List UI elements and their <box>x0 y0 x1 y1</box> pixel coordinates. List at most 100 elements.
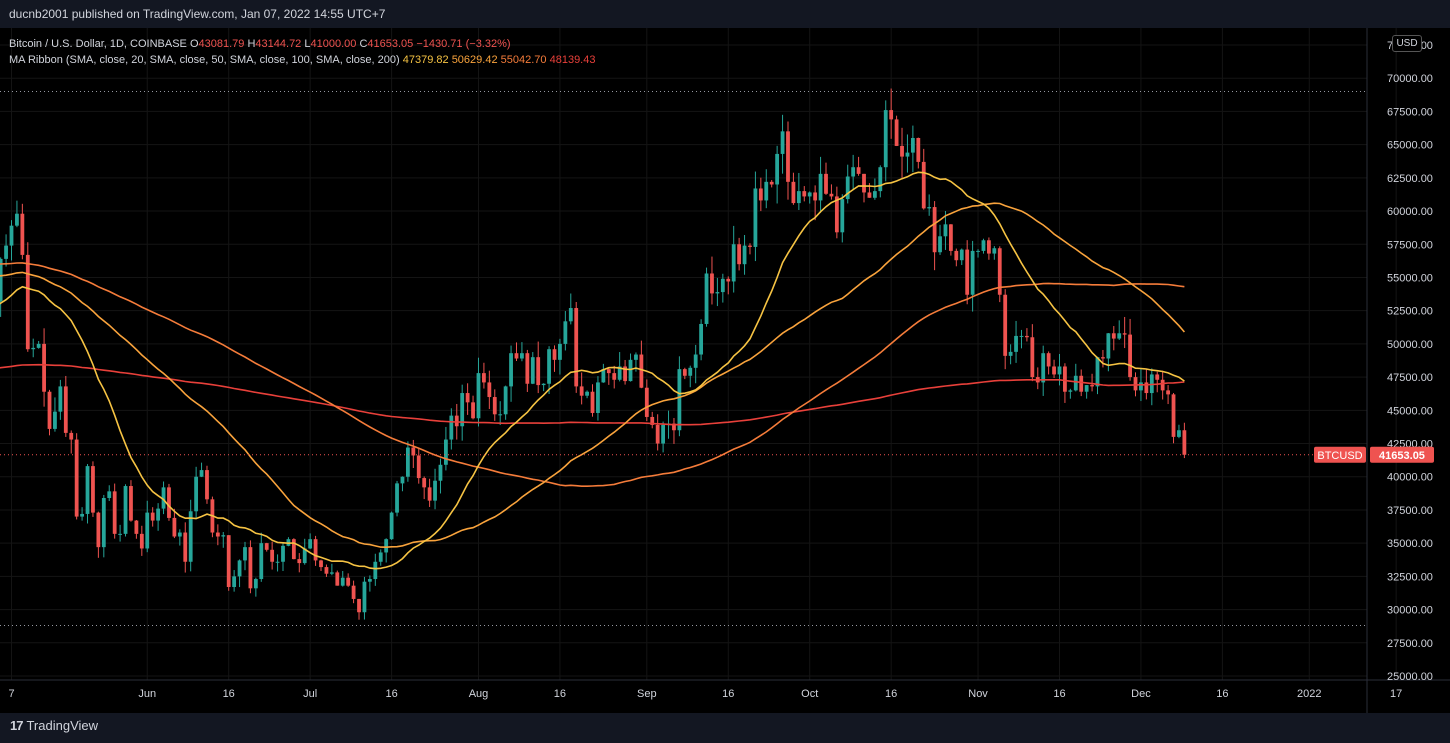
candle-body <box>150 512 155 521</box>
candle-body <box>351 585 356 599</box>
candle-body <box>1128 334 1132 378</box>
candle-body <box>91 466 95 513</box>
candle-body <box>74 439 79 517</box>
time-axis-label: Oct <box>801 688 818 700</box>
candle-body <box>1166 390 1170 395</box>
candle-body <box>601 369 606 383</box>
candle-body <box>63 386 68 433</box>
candle-body <box>1008 351 1013 356</box>
time-axis-label: 2022 <box>1297 688 1321 700</box>
candle-body <box>520 353 524 359</box>
price-tag-value: 41653.05 <box>1379 450 1425 462</box>
candle-body <box>758 188 763 201</box>
candle-body <box>167 487 171 518</box>
time-axis-label: 16 <box>385 688 397 700</box>
candle-body <box>253 579 258 589</box>
candle-body <box>677 369 682 431</box>
price-axis-label: 27500.00 <box>1387 638 1433 650</box>
candle-body <box>395 483 399 513</box>
currency-badge[interactable]: USD <box>1392 35 1422 52</box>
ma200-line <box>0 363 1185 426</box>
candle-body <box>25 254 30 350</box>
candle-body <box>894 119 899 146</box>
candle-body <box>335 572 340 586</box>
chart-legend[interactable]: Bitcoin / U.S. Dollar, 1D, COINBASE O430… <box>9 36 595 68</box>
candle-body <box>15 213 19 226</box>
candle-body <box>585 391 589 396</box>
candle-body <box>476 373 481 419</box>
candle-body <box>1041 353 1046 383</box>
candle-body <box>970 250 975 295</box>
candle-body <box>134 520 139 534</box>
top-bar: ducnb2001 published on TradingView.com, … <box>0 0 1450 28</box>
candle-body <box>731 244 736 282</box>
candle-body <box>199 470 204 477</box>
candle-body <box>541 383 546 386</box>
candle-body <box>259 543 264 580</box>
low-label: L <box>304 38 311 50</box>
candle-body <box>427 487 432 501</box>
candle-body <box>987 240 991 254</box>
candle-body <box>378 552 383 562</box>
candle-body <box>634 354 638 360</box>
candle-body <box>872 191 877 198</box>
price-axis-label: 50000.00 <box>1387 339 1433 351</box>
candle-body <box>867 192 872 198</box>
candle-body <box>172 517 177 537</box>
time-axis-label: 17 <box>1390 688 1402 700</box>
candle-body <box>237 560 242 577</box>
candle-body <box>291 539 296 560</box>
open-value: 43081.79 <box>198 38 245 50</box>
candle-body <box>226 535 231 587</box>
candle-body <box>786 131 790 182</box>
candle-body <box>1079 375 1084 392</box>
symbol-legend-row[interactable]: Bitcoin / U.S. Dollar, 1D, COINBASE O430… <box>9 36 595 52</box>
candle-body <box>69 432 74 440</box>
candle-body <box>514 353 519 359</box>
price-axis[interactable]: 25000.00 27500.00 30000.00 32500.00 35000.00… <box>1387 40 1433 683</box>
symbol-name[interactable]: Bitcoin / U.S. Dollar, 1D, COINBASE <box>9 38 187 50</box>
price-tag-symbol-bg <box>1314 446 1366 463</box>
high-value: 43144.72 <box>255 38 302 50</box>
candle-body <box>340 577 345 586</box>
price-chart[interactable]: 25000.00 27500.00 30000.00 32500.00 35000.00… <box>0 28 1450 713</box>
candle-body <box>818 173 823 201</box>
chart-area[interactable]: 25000.00 27500.00 30000.00 32500.00 35000.00… <box>0 28 1450 713</box>
price-axis-label: 47500.00 <box>1387 372 1433 384</box>
candle-body <box>139 533 144 549</box>
candle-body <box>42 343 46 392</box>
time-axis-label: Aug <box>469 688 489 700</box>
candle-body <box>112 491 117 534</box>
tradingview-logo[interactable]: 17 TradingView <box>10 718 98 733</box>
candle-body <box>422 478 427 488</box>
candle-body <box>682 369 687 376</box>
candle-body <box>612 373 617 380</box>
candle-body <box>232 576 237 587</box>
candle-body <box>96 512 101 548</box>
candle-body <box>699 323 704 355</box>
time-axis-label: 16 <box>722 688 734 700</box>
candle-body <box>623 366 627 382</box>
time-axis-label: 16 <box>554 688 566 700</box>
candle-body <box>1139 382 1143 391</box>
candle-body <box>503 386 508 415</box>
candle-body <box>900 145 904 157</box>
candle-body <box>921 161 926 209</box>
time-axis-label: Jul <box>303 688 317 700</box>
candle-body <box>1030 337 1035 378</box>
dotted-levels <box>0 90 1367 627</box>
ma20-value: 47379.82 <box>402 54 449 66</box>
candle-body <box>1177 430 1181 437</box>
ma-ribbon-label[interactable]: MA Ribbon (SMA, close, 20, SMA, close, 5… <box>9 54 400 66</box>
candle-body <box>270 549 275 562</box>
ma200-value: 48139.43 <box>549 54 596 66</box>
candle-body <box>36 343 41 348</box>
ma-legend-row[interactable]: MA Ribbon (SMA, close, 20, SMA, close, 5… <box>9 52 595 68</box>
time-axis[interactable]: 7 Jun 16 Jul 16 Aug 16 Sep 16 Oct 16 Nov 16 Dec 16 2022… <box>8 688 1402 700</box>
candle-body <box>1052 366 1056 375</box>
candle-body <box>590 391 595 413</box>
candle-body <box>346 577 351 586</box>
candle-body <box>367 579 372 582</box>
time-axis-label: 16 <box>223 688 235 700</box>
candle-body <box>617 366 622 380</box>
